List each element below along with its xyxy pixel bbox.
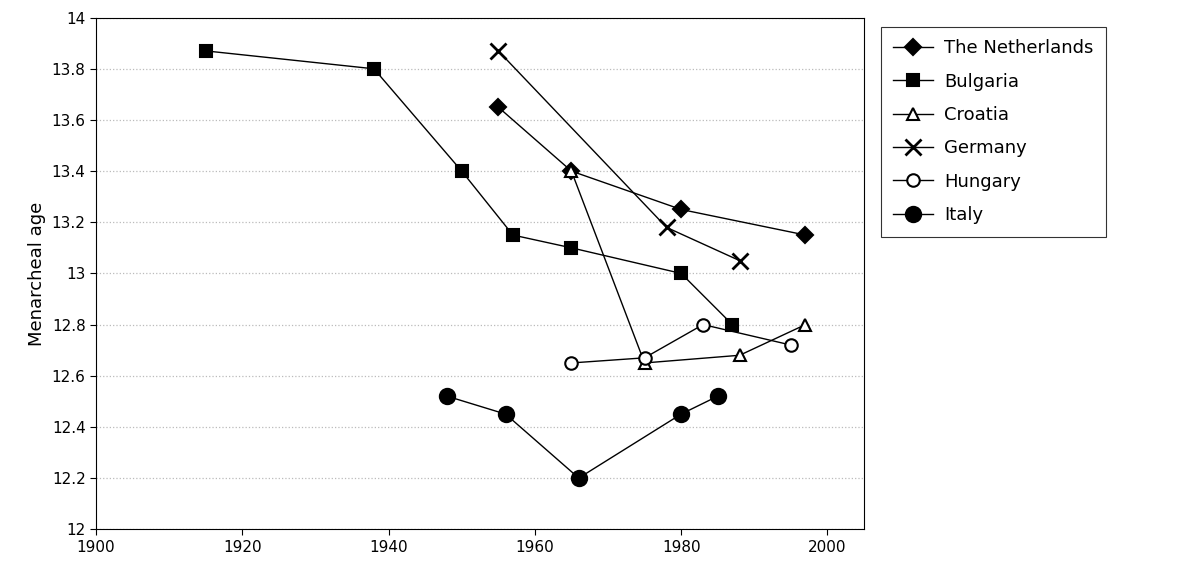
Legend: The Netherlands, Bulgaria, Croatia, Germany, Hungary, Italy: The Netherlands, Bulgaria, Croatia, Germ… (881, 26, 1106, 237)
Y-axis label: Menarcheal age: Menarcheal age (28, 201, 46, 346)
